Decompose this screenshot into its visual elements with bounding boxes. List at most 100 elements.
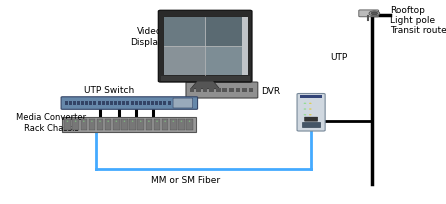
FancyBboxPatch shape — [235, 88, 240, 93]
FancyBboxPatch shape — [81, 102, 84, 105]
Circle shape — [164, 121, 166, 122]
FancyBboxPatch shape — [186, 83, 258, 99]
Circle shape — [309, 109, 312, 110]
FancyBboxPatch shape — [121, 120, 128, 130]
Circle shape — [67, 121, 68, 122]
Text: MM or SM Fiber: MM or SM Fiber — [151, 175, 219, 184]
Circle shape — [107, 121, 109, 122]
FancyBboxPatch shape — [139, 102, 142, 105]
FancyBboxPatch shape — [186, 120, 193, 130]
Text: UTP: UTP — [330, 53, 347, 62]
Circle shape — [91, 121, 93, 122]
FancyBboxPatch shape — [196, 88, 201, 93]
FancyBboxPatch shape — [118, 102, 121, 105]
FancyBboxPatch shape — [206, 47, 247, 76]
Circle shape — [309, 103, 312, 104]
FancyBboxPatch shape — [164, 47, 205, 76]
FancyBboxPatch shape — [242, 18, 248, 76]
FancyBboxPatch shape — [64, 120, 71, 130]
FancyBboxPatch shape — [162, 120, 169, 130]
Circle shape — [156, 121, 158, 122]
FancyBboxPatch shape — [89, 120, 95, 130]
FancyBboxPatch shape — [297, 94, 325, 131]
FancyBboxPatch shape — [97, 120, 103, 130]
Circle shape — [173, 121, 174, 122]
Circle shape — [148, 121, 150, 122]
FancyBboxPatch shape — [102, 102, 105, 105]
FancyBboxPatch shape — [62, 117, 196, 133]
FancyBboxPatch shape — [168, 102, 170, 105]
FancyBboxPatch shape — [359, 11, 379, 18]
FancyBboxPatch shape — [229, 88, 234, 93]
FancyBboxPatch shape — [158, 11, 252, 83]
FancyBboxPatch shape — [164, 102, 166, 105]
FancyBboxPatch shape — [216, 88, 221, 93]
Circle shape — [140, 121, 141, 122]
FancyBboxPatch shape — [129, 120, 136, 130]
FancyBboxPatch shape — [131, 102, 133, 105]
FancyBboxPatch shape — [122, 102, 125, 105]
Circle shape — [99, 121, 101, 122]
Circle shape — [371, 13, 378, 16]
Circle shape — [304, 109, 306, 110]
FancyBboxPatch shape — [202, 88, 207, 93]
FancyBboxPatch shape — [170, 120, 177, 130]
FancyBboxPatch shape — [209, 88, 214, 93]
FancyBboxPatch shape — [305, 118, 318, 122]
FancyBboxPatch shape — [161, 77, 250, 82]
FancyBboxPatch shape — [113, 120, 120, 130]
FancyBboxPatch shape — [143, 102, 146, 105]
Text: Media Converter
Rack Chassis: Media Converter Rack Chassis — [16, 113, 87, 132]
FancyBboxPatch shape — [206, 18, 247, 47]
FancyBboxPatch shape — [85, 102, 88, 105]
FancyBboxPatch shape — [151, 102, 154, 105]
Circle shape — [304, 115, 306, 116]
FancyBboxPatch shape — [137, 120, 144, 130]
Circle shape — [124, 121, 125, 122]
FancyBboxPatch shape — [300, 95, 322, 99]
FancyBboxPatch shape — [105, 120, 112, 130]
Circle shape — [189, 121, 190, 122]
FancyBboxPatch shape — [114, 102, 117, 105]
Circle shape — [369, 12, 380, 17]
Circle shape — [83, 121, 85, 122]
Circle shape — [132, 121, 133, 122]
FancyBboxPatch shape — [89, 102, 92, 105]
Polygon shape — [191, 82, 219, 89]
FancyBboxPatch shape — [178, 120, 185, 130]
Circle shape — [309, 115, 312, 116]
FancyBboxPatch shape — [173, 99, 193, 109]
FancyBboxPatch shape — [65, 102, 68, 105]
Text: DVR: DVR — [261, 86, 280, 95]
Text: Video
Displays: Video Displays — [130, 27, 169, 46]
FancyBboxPatch shape — [147, 102, 150, 105]
FancyBboxPatch shape — [81, 120, 87, 130]
Circle shape — [304, 103, 306, 104]
Circle shape — [116, 121, 117, 122]
FancyBboxPatch shape — [154, 120, 160, 130]
FancyBboxPatch shape — [159, 102, 162, 105]
FancyBboxPatch shape — [72, 120, 79, 130]
FancyBboxPatch shape — [155, 102, 158, 105]
Circle shape — [181, 121, 182, 122]
FancyBboxPatch shape — [69, 102, 72, 105]
FancyBboxPatch shape — [98, 102, 100, 105]
FancyBboxPatch shape — [190, 88, 194, 93]
FancyBboxPatch shape — [135, 102, 138, 105]
FancyBboxPatch shape — [164, 18, 247, 76]
FancyBboxPatch shape — [126, 102, 129, 105]
FancyBboxPatch shape — [94, 102, 96, 105]
Text: Rooftop
Light pole
Transit route: Rooftop Light pole Transit route — [390, 6, 446, 35]
FancyBboxPatch shape — [302, 122, 320, 128]
Text: UTP Switch: UTP Switch — [84, 86, 134, 95]
FancyBboxPatch shape — [106, 102, 109, 105]
FancyBboxPatch shape — [77, 102, 80, 105]
FancyBboxPatch shape — [110, 102, 113, 105]
FancyBboxPatch shape — [145, 120, 152, 130]
FancyBboxPatch shape — [73, 102, 76, 105]
FancyBboxPatch shape — [223, 88, 227, 93]
FancyBboxPatch shape — [61, 97, 198, 110]
Circle shape — [75, 121, 76, 122]
FancyBboxPatch shape — [164, 18, 205, 47]
FancyBboxPatch shape — [249, 88, 253, 93]
